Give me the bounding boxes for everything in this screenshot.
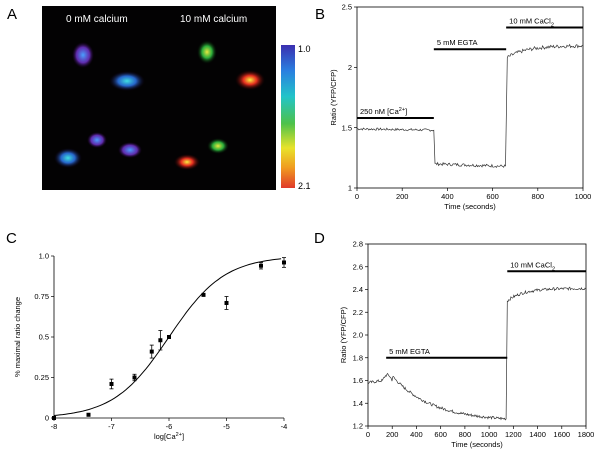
panel-letter-a: A	[7, 6, 17, 23]
data-point	[224, 300, 229, 305]
x-tick-label: 0	[355, 192, 359, 201]
y-axis-label: Ratio (YFP/CFP)	[339, 306, 348, 363]
y-tick-label: 1.2	[353, 422, 363, 431]
x-tick-label: 1000	[575, 192, 592, 201]
colorbar	[281, 45, 295, 188]
y-axis-label: Ratio (YFP/CFP)	[329, 69, 338, 126]
x-axis-label: log[Ca2+]	[154, 432, 184, 441]
y-tick-label: 2.2	[353, 308, 363, 317]
data-point	[259, 263, 263, 268]
y-tick-label: 1.8	[353, 353, 363, 362]
y-tick-label: 2.0	[353, 331, 363, 340]
y-tick-label: 1	[348, 184, 352, 193]
data-point	[149, 349, 154, 354]
x-tick-label: -7	[108, 422, 115, 431]
y-tick-label: 1.5	[342, 123, 352, 132]
data-point	[86, 412, 91, 417]
treatment-label: 250 nM [Ca2+]	[360, 107, 407, 116]
panel-letter-c: C	[6, 230, 17, 247]
treatment-label: 10 mM CaCl2	[509, 17, 554, 29]
cell-blob	[197, 40, 217, 64]
plot-frame	[356, 6, 584, 189]
x-tick-label: 400	[441, 192, 454, 201]
micro-label-right: 10 mM calcium	[180, 14, 247, 25]
y-tick-label: 2.6	[353, 262, 363, 271]
chart-c: -8 -7 -6 -5 -4 0 0.25 0.5 0.75 1.0 log[Ca2+] % maxi…	[13, 252, 287, 441]
x-tick-label: 1200	[505, 430, 522, 439]
treatment-label: 5 mM EGTA	[389, 347, 430, 356]
cell-blob	[109, 71, 145, 91]
panel-letter-b: B	[315, 6, 325, 23]
y-tick-label: 1.4	[353, 399, 363, 408]
x-tick-label: -6	[166, 422, 173, 431]
x-axis-label: Time (seconds)	[444, 202, 496, 211]
series-trace	[356, 43, 583, 168]
colorbar-top-label: 1.0	[298, 44, 311, 54]
y-tick-label: 2.5	[342, 3, 352, 12]
x-tick-label: 800	[459, 430, 472, 439]
series-trace	[367, 286, 587, 421]
x-tick-label: 200	[396, 192, 409, 201]
y-tick-label: 2.4	[353, 285, 363, 294]
cell-blob	[207, 138, 229, 154]
micro-label-left: 0 mM calcium	[66, 14, 128, 25]
data-point	[52, 416, 56, 420]
cell-blob	[87, 132, 107, 148]
cell-blob	[118, 142, 142, 158]
data-point	[132, 375, 137, 380]
panel-letter-d: D	[314, 230, 325, 247]
fit-curve	[53, 258, 282, 416]
y-tick-label: 2.8	[353, 240, 363, 249]
x-tick-label: 1800	[578, 430, 595, 439]
y-tick-label: 0.75	[34, 292, 49, 301]
microscopy-panel: 0 mM calcium 10 mM calcium 1.0 2.1	[42, 6, 311, 191]
x-tick-label: -4	[281, 422, 288, 431]
chart-d: 0 200 400 600 800 1000 1200 1400 1600 1800 1.2 1.4 1…	[339, 240, 594, 449]
chart-b: 0 200 400 600 800 1000 1 1.5 2 2.5 Time (seconds) R…	[329, 3, 591, 211]
treatment-label: 10 mM CaCl2	[510, 260, 555, 272]
x-tick-label: -8	[51, 422, 58, 431]
x-tick-label: 200	[386, 430, 399, 439]
cell-blob	[235, 70, 265, 90]
y-tick-label: 0.25	[34, 373, 49, 382]
x-axis-label: Time (seconds)	[451, 440, 503, 449]
x-tick-label: 0	[366, 430, 370, 439]
y-tick-label: 0	[45, 414, 49, 423]
x-tick-label: 1600	[553, 430, 570, 439]
data-point	[282, 260, 286, 265]
cell-blob	[72, 42, 94, 68]
colorbar-bottom-label: 2.1	[298, 181, 311, 191]
treatment-label: 5 mM EGTA	[437, 38, 478, 47]
x-tick-label: 600	[486, 192, 499, 201]
x-tick-label: 600	[434, 430, 447, 439]
y-tick-label: 0.5	[39, 333, 49, 342]
data-point	[109, 381, 114, 386]
x-tick-label: 400	[410, 430, 423, 439]
y-tick-label: 1.6	[353, 376, 363, 385]
cell-blob	[54, 148, 82, 168]
data-point	[201, 292, 206, 297]
y-axis-label: % maximal ratio change	[13, 297, 22, 377]
x-tick-label: -5	[223, 422, 230, 431]
x-tick-label: 1000	[481, 430, 498, 439]
data-point	[158, 338, 163, 343]
y-tick-label: 2	[348, 63, 352, 72]
x-tick-label: 800	[532, 192, 545, 201]
data-point	[167, 335, 171, 339]
x-tick-label: 1400	[529, 430, 546, 439]
cell-blobs	[54, 40, 265, 170]
y-tick-label: 1.0	[39, 252, 49, 261]
cell-blob	[174, 154, 200, 170]
